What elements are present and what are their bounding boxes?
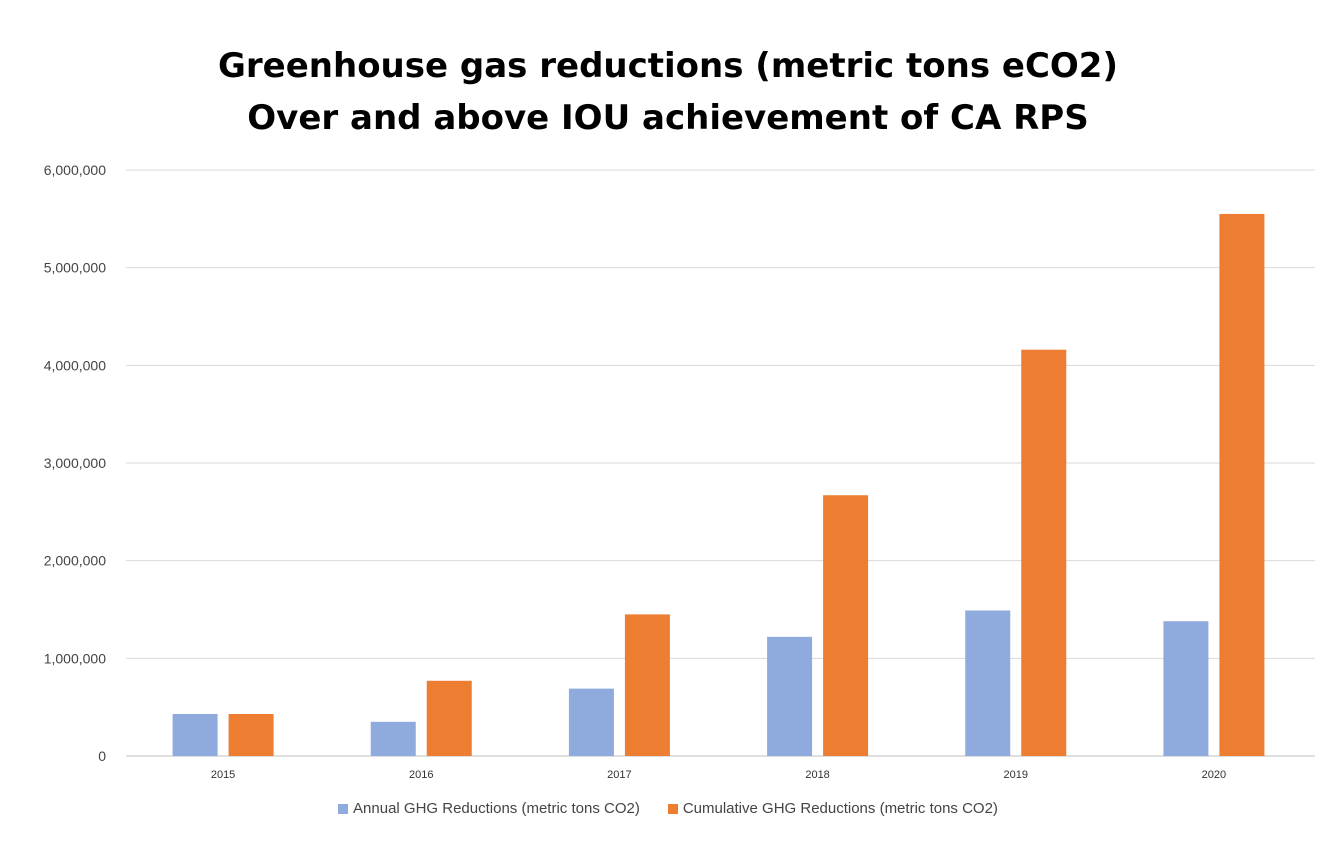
bars — [172, 213, 1265, 756]
bar-cumulative-2016 — [426, 680, 472, 756]
y-tick-label: 2,000,000 — [44, 553, 106, 569]
y-tick-label: 1,000,000 — [44, 650, 106, 666]
bar-chart: 0 1,000,000 2,000,000 3,000,000 4,000,000 5,0… — [44, 162, 1315, 781]
y-tick-label: 4,000,000 — [44, 357, 106, 373]
y-tick-label: 6,000,000 — [44, 162, 106, 178]
legend: Annual GHG Reductions (metric tons CO2) … — [0, 800, 1336, 817]
bar-annual-2020 — [1163, 621, 1209, 756]
x-tick-label: 2017 — [607, 769, 631, 781]
chart-title: Greenhouse gas reductions (metric tons e… — [0, 40, 1336, 144]
x-tick-label: 2016 — [409, 769, 433, 781]
bar-cumulative-2020 — [1219, 213, 1265, 756]
bar-cumulative-2015 — [228, 714, 274, 756]
bar-annual-2016 — [370, 721, 416, 756]
y-axis-tick-labels: 0 1,000,000 2,000,000 3,000,000 4,000,000 5,0… — [44, 162, 107, 764]
bar-cumulative-2017 — [624, 614, 670, 756]
bar-annual-2015 — [172, 714, 218, 756]
bar-annual-2019 — [965, 610, 1011, 756]
chart-title-line-2: Over and above IOU achievement of CA RPS — [247, 98, 1089, 138]
chart-title-line-1: Greenhouse gas reductions (metric tons e… — [217, 46, 1119, 86]
x-tick-label: 2020 — [1202, 769, 1226, 781]
bar-cumulative-2019 — [1021, 349, 1067, 756]
legend-item-annual: Annual GHG Reductions (metric tons CO2) — [338, 800, 640, 817]
legend-label-cumulative: Cumulative GHG Reductions (metric tons C… — [682, 800, 998, 817]
bar-annual-2018 — [767, 636, 813, 756]
x-tick-label: 2015 — [211, 769, 235, 781]
x-tick-label: 2018 — [805, 769, 829, 781]
y-tick-label: 0 — [98, 748, 106, 764]
bar-cumulative-2018 — [823, 495, 869, 756]
gridlines — [126, 169, 1315, 757]
y-tick-label: 3,000,000 — [44, 455, 106, 471]
legend-swatch-annual — [338, 803, 349, 814]
y-tick-label: 5,000,000 — [44, 260, 106, 276]
x-axis-tick-labels: 2015 2016 2017 2018 2019 2020 — [211, 769, 1226, 781]
legend-item-cumulative: Cumulative GHG Reductions (metric tons C… — [667, 800, 998, 817]
legend-swatch-cumulative — [667, 803, 678, 814]
legend-label-annual: Annual GHG Reductions (metric tons CO2) — [353, 800, 640, 817]
x-tick-label: 2019 — [1004, 769, 1028, 781]
bar-annual-2017 — [568, 688, 614, 756]
